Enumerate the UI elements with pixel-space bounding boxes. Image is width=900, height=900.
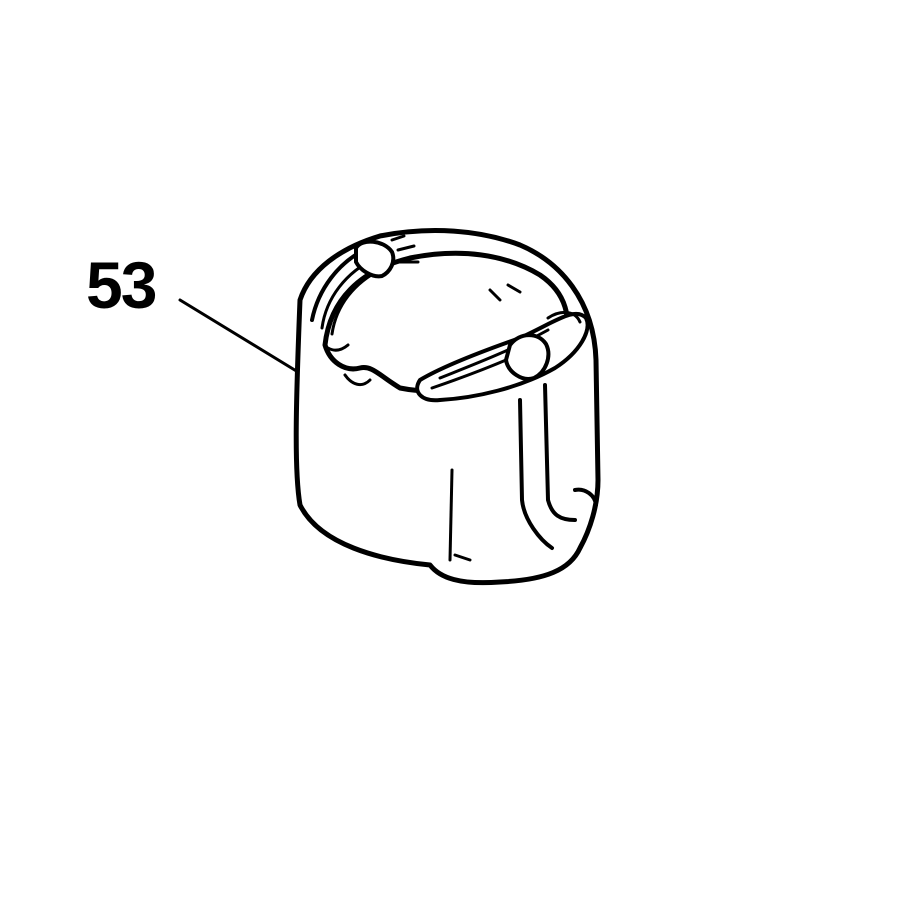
detail-mark xyxy=(343,373,372,387)
left-coil-tie xyxy=(354,239,396,279)
right-coil-strand xyxy=(546,311,582,324)
housing-seam xyxy=(518,398,554,550)
housing-notch xyxy=(573,487,598,507)
detail-mark xyxy=(453,553,472,562)
detail-mark xyxy=(488,283,522,302)
housing-seam-edge xyxy=(543,383,577,522)
detail-mark xyxy=(326,343,350,352)
coil-tie-ridge xyxy=(390,234,420,264)
housing-seam-inner xyxy=(448,468,454,562)
leader-line xyxy=(178,298,300,374)
stator-field-coil-icon xyxy=(293,228,601,586)
right-coil-tie xyxy=(504,333,551,381)
callout-number: 53 xyxy=(86,248,157,322)
